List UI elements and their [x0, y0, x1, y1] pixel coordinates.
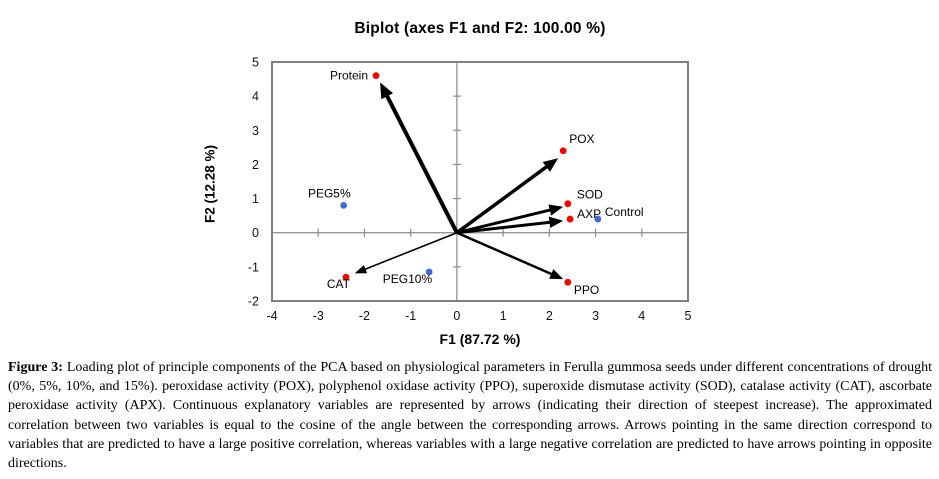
figure-caption-label: Figure 3:	[8, 360, 63, 375]
point-protein	[372, 72, 380, 80]
arrow-head-ppo	[549, 269, 564, 280]
arrow-shaft-axp	[456, 220, 554, 235]
point-label-ppo: PPO	[574, 283, 599, 297]
y-tick-label-2: 2	[252, 158, 259, 172]
arrow-shaft-cat	[361, 231, 458, 272]
arrow-shaft-pox	[455, 162, 551, 235]
point-axp	[566, 215, 574, 223]
point-peg10	[425, 268, 433, 276]
y-tick-label-5: 5	[252, 56, 259, 70]
point-label-peg5: PEG5%	[308, 186, 351, 200]
x-tick-label-3: 3	[592, 309, 599, 323]
arrow-head-axp	[548, 216, 564, 228]
point-ppo	[564, 278, 572, 286]
arrow-head-sod	[548, 204, 564, 216]
y-tick-label-4: 4	[252, 90, 259, 104]
point-label-control: Control	[605, 205, 644, 219]
arrow-head-protein	[380, 82, 394, 100]
point-label-protein: Protein	[330, 69, 368, 83]
figure-caption-text: Loading plot of principle components of …	[8, 360, 932, 472]
arrow-head-cat	[354, 264, 368, 274]
plot-area: -4 -3 -2 -1 0 1 2 3 4 5-2-1012345ProteinPOXSODAXP…	[248, 56, 692, 324]
arrow-shaft-sod	[456, 207, 555, 235]
chart-title: Biplot (axes F1 and F2: 100.00 %)	[354, 20, 606, 37]
y-tick-label-1: 1	[252, 192, 259, 206]
y-tick-label--1: -1	[248, 260, 259, 274]
point-label-peg10: PEG10%	[383, 272, 433, 286]
x-tick-label-4: 4	[638, 309, 645, 323]
arrow-shaft-ppo	[456, 231, 556, 277]
point-sod	[564, 200, 572, 208]
point-label-cat: CAT	[327, 277, 351, 291]
x-tick-label--1: -1	[405, 309, 416, 323]
point-control	[594, 215, 602, 223]
x-tick-label-0: 0	[453, 309, 460, 323]
point-pox	[559, 147, 567, 155]
point-peg5	[340, 202, 348, 209]
arrow-shaft-protein	[383, 91, 459, 234]
y-tick-label-3: 3	[252, 124, 259, 138]
point-cat	[342, 273, 350, 281]
x-tick-label--4: -4	[266, 309, 277, 323]
point-label-pox: POX	[569, 132, 594, 146]
x-tick-label-2: 2	[546, 309, 553, 323]
x-tick-label--3: -3	[313, 309, 324, 323]
x-tick-label-5: 5	[685, 309, 692, 323]
x-tick-label-1: 1	[500, 309, 507, 323]
y-tick-label--2: -2	[248, 295, 259, 309]
arrow-head-pox	[542, 158, 559, 172]
figure-caption: Figure 3: Loading plot of principle comp…	[8, 358, 932, 473]
y-tick-label-0: 0	[252, 226, 259, 240]
plot-frame	[271, 61, 689, 302]
point-label-sod: SOD	[577, 188, 603, 202]
x-axis-label: F1 (87.72 %)	[439, 331, 521, 347]
x-tick-label--2: -2	[359, 309, 370, 323]
